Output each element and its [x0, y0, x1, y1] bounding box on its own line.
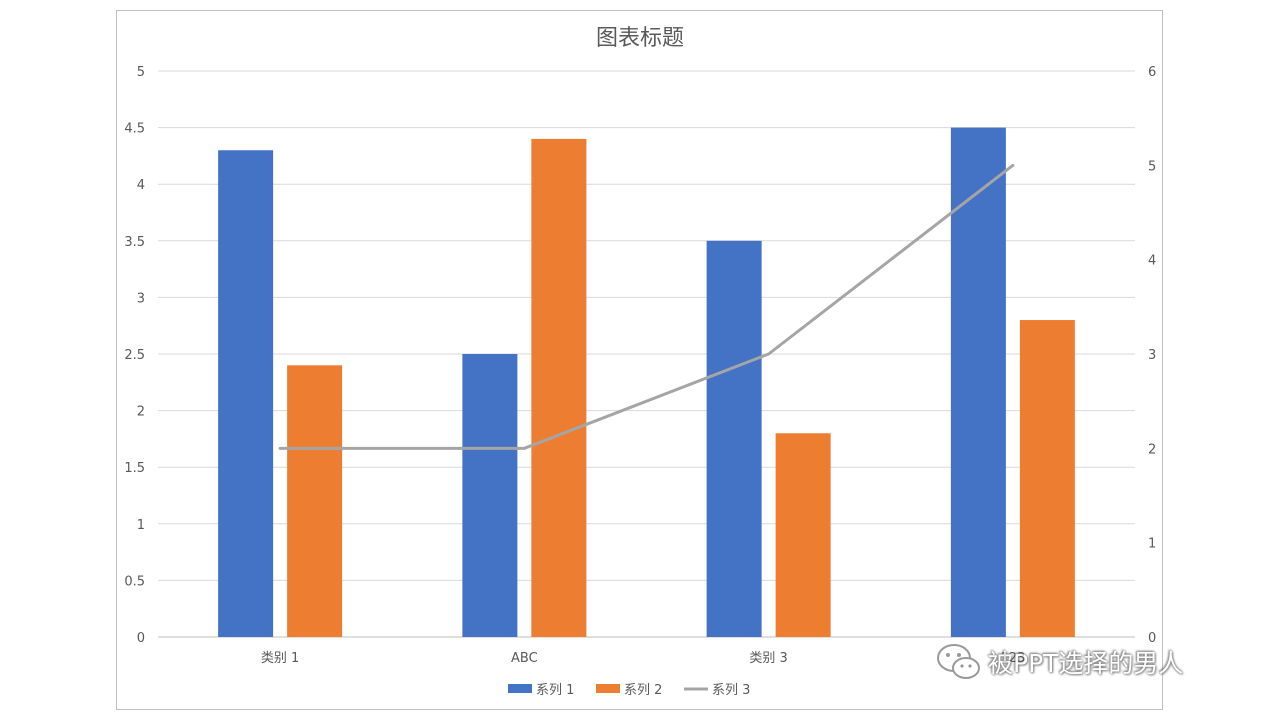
bar — [531, 138, 587, 638]
bar — [950, 127, 1006, 637]
legend: 系列 1 系列 2 系列 3 — [508, 683, 750, 698]
x-tick-label: 123 — [1000, 651, 1025, 666]
line-point — [278, 446, 282, 450]
y-right-tick-label: 3 — [1148, 348, 1156, 363]
x-tick-label: ABC — [511, 651, 538, 666]
y-right-tick-label: 5 — [1148, 159, 1156, 174]
legend-label: 系列 2 — [624, 683, 662, 698]
y-left-tick-label: 5 — [137, 65, 145, 80]
bars — [218, 127, 1075, 638]
bar — [462, 354, 518, 637]
y-left-tick-label: 4.5 — [124, 122, 145, 137]
y-left-tick-label: 0.5 — [124, 574, 145, 589]
y-left-tick-label: 3 — [137, 291, 145, 306]
bar — [775, 433, 831, 637]
series-line — [280, 164, 1014, 450]
line-point — [1011, 163, 1015, 167]
bar — [287, 365, 343, 637]
x-tick-label: 类别 3 — [749, 651, 787, 666]
bar — [706, 240, 762, 638]
y-left-tick-label: 2.5 — [124, 348, 145, 363]
legend-label: 系列 3 — [712, 683, 750, 698]
legend-swatch — [508, 684, 532, 693]
bar — [218, 150, 274, 638]
y-left-tick-label: 1 — [137, 518, 145, 533]
watermark: 被PPT选择的男人 — [936, 640, 1183, 684]
line-point — [522, 446, 526, 450]
wechat-icon — [937, 644, 980, 679]
y-right-tick-label: 1 — [1148, 537, 1156, 552]
y-left-tick-label: 0 — [137, 631, 145, 646]
x-tick-label: 类别 1 — [261, 651, 299, 666]
y-right-tick-label: 4 — [1148, 254, 1156, 269]
legend-item: 系列 1 — [508, 683, 574, 698]
line-point — [767, 352, 771, 356]
y-left-tick-label: 4 — [137, 178, 145, 193]
watermark-text: 被PPT选择的男人 — [988, 649, 1184, 678]
y-left-tick-label: 2 — [137, 405, 145, 420]
y-right-tick-label: 2 — [1148, 442, 1156, 457]
legend-swatch — [596, 684, 620, 693]
legend-label: 系列 1 — [536, 683, 574, 698]
y-left-tick-label: 3.5 — [124, 235, 145, 250]
bar — [1019, 320, 1075, 637]
y-right-tick-label: 0 — [1148, 631, 1156, 646]
line-series — [278, 163, 1015, 450]
legend-item: 系列 3 — [684, 683, 750, 698]
legend-item: 系列 2 — [596, 683, 662, 698]
y-left-tick-label: 1.5 — [124, 461, 145, 476]
y-right-tick-label: 6 — [1148, 65, 1156, 80]
chart-title: 图表标题 — [596, 26, 684, 51]
